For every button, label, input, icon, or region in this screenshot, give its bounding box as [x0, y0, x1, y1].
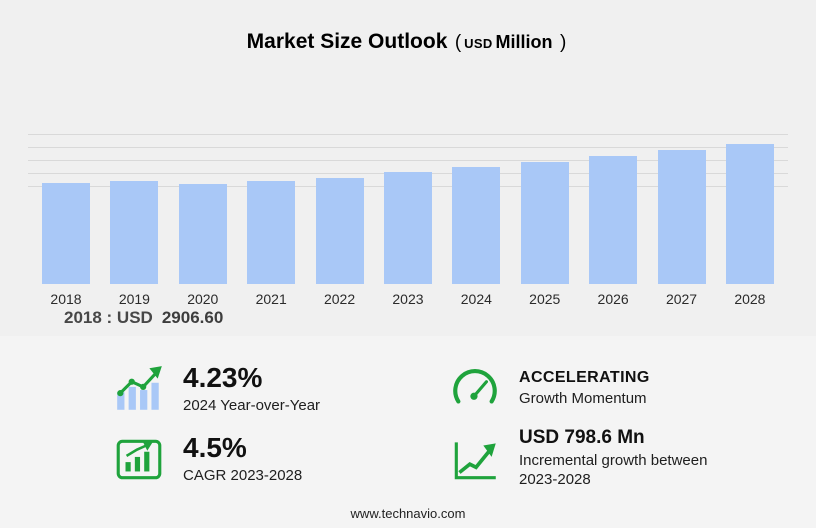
line-growth-icon — [448, 432, 502, 486]
x-axis-labels: 2018 2019 2020 2021 2022 2023 2024 2025 2026 2027… — [28, 291, 788, 307]
bar-2020 — [178, 184, 227, 284]
x-axis-label: 2028 — [734, 291, 766, 307]
bar-2018 — [42, 183, 90, 284]
bar-chart — [28, 134, 788, 284]
x-axis-label: 2020 — [187, 291, 219, 307]
title-main: Market Size Outlook — [246, 30, 448, 53]
bar-2027 — [657, 150, 706, 284]
stat-value-yoy: 4.23% — [183, 361, 263, 393]
stat-label-yoy: 2024 Year-over-Year — [183, 396, 321, 414]
x-axis-label: 2023 — [392, 291, 424, 307]
stat-label-momentum: Growth Momentum — [519, 389, 647, 407]
gridline — [28, 160, 788, 161]
page-title: Market Size Outlook (USD Million ) — [0, 0, 816, 54]
bar-2028 — [725, 144, 774, 284]
stat-value-incremental: USD 798.6 Mn — [519, 427, 645, 449]
title-paren-close: ) — [559, 32, 567, 53]
stat-cagr: 4.5% CAGR 2023-2028 — [112, 432, 448, 486]
stat-value-cagr: 4.5% — [183, 431, 247, 463]
gridline — [28, 134, 788, 135]
bar-2021 — [247, 181, 296, 284]
chart-window-icon — [112, 432, 166, 486]
gridline — [28, 147, 788, 148]
x-axis-label: 2018 — [50, 291, 82, 307]
bar-2024 — [452, 167, 501, 284]
footer-url: www.technavio.com — [350, 506, 466, 521]
title-paren-open: ( — [454, 32, 462, 53]
bar-2022 — [315, 178, 364, 284]
bar-series — [28, 134, 788, 284]
stat-label-incremental: Incremental growth between 2023-2028 — [519, 452, 708, 488]
stats-panel: 4.23% 2024 Year-over-Year ACCELERATING G… — [0, 336, 816, 528]
x-axis-label: 2027 — [665, 291, 698, 307]
speedometer-icon — [448, 362, 502, 416]
x-axis-label: 2019 — [118, 291, 150, 307]
stat-label-cagr: CAGR 2023-2028 — [183, 466, 303, 484]
bar-2026 — [589, 156, 638, 284]
stat-incremental: USD 798.6 Mn Incremental growth between … — [448, 427, 776, 489]
bar-2023 — [383, 172, 432, 284]
x-axis-label: 2026 — [597, 291, 629, 307]
base-year-annotation: 2018 : USD 2906.60 — [64, 308, 816, 328]
bar-chart-growth-icon — [112, 362, 166, 416]
x-axis-label: 2024 — [460, 291, 492, 307]
bar-2025 — [520, 162, 569, 284]
stat-momentum: ACCELERATING Growth Momentum — [448, 362, 776, 416]
stat-value-momentum: ACCELERATING — [519, 369, 650, 387]
x-axis-label: 2022 — [323, 291, 356, 307]
title-scale: Million — [495, 32, 553, 52]
annotation-value: 2906.60 — [161, 308, 224, 327]
x-axis-label: 2025 — [529, 291, 561, 307]
x-axis-label: 2021 — [255, 291, 287, 307]
stat-yoy: 4.23% 2024 Year-over-Year — [112, 362, 448, 416]
annotation-prefix: 2018 : USD — [64, 308, 153, 327]
title-unit: USD — [464, 36, 493, 51]
bar-2019 — [110, 181, 159, 284]
